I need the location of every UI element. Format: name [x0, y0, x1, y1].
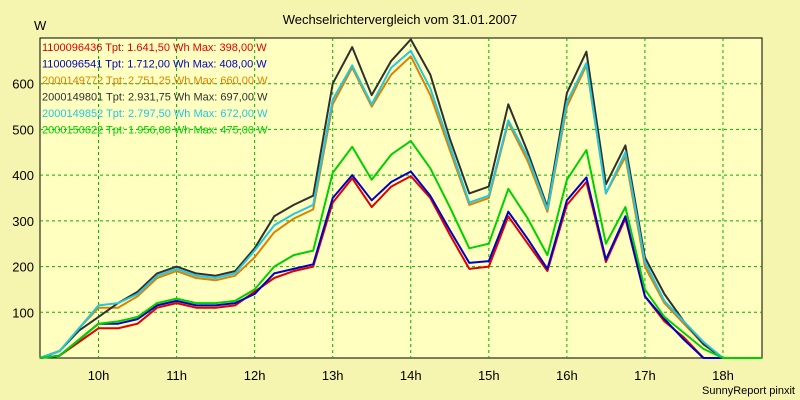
x-tick-label: 11h	[166, 368, 187, 383]
y-tick-label: 100	[12, 305, 34, 320]
x-tick-label: 16h	[556, 368, 578, 383]
x-tick-label: 18h	[712, 368, 734, 383]
series-line-5	[39, 49, 762, 359]
grid	[40, 38, 762, 358]
x-tick-label: 13h	[322, 368, 344, 383]
footer-label: SunnyReport pinxit	[702, 385, 795, 397]
x-tick-label: 12h	[244, 368, 266, 383]
series-line-2	[39, 170, 762, 359]
y-tick-label: 600	[12, 77, 34, 92]
x-tick-label: 15h	[478, 368, 500, 383]
legend-entry-5: 2000149852 Tpt: 2.797,50 Wh Max: 672,00 …	[42, 108, 268, 120]
legend-entry-6: 2000150622 Tpt: 1.956,00 Wh Max: 475,00 …	[42, 125, 268, 137]
chart-title: Wechselrichtervergleich vom 31.01.2007	[283, 12, 518, 27]
y-tick-label: 400	[12, 168, 34, 183]
y-tick-label: 200	[12, 260, 34, 275]
y-axis-label: W	[34, 18, 47, 33]
x-tick-label: 14h	[400, 368, 422, 383]
y-tick-label: 500	[12, 122, 34, 137]
legend-entry-4: 2000149801 Tpt: 2.931,75 Wh Max: 697,00 …	[42, 92, 268, 104]
legend-entry-2: 1100096541 Tpt: 1.712,00 Wh Max: 408,00 …	[42, 59, 267, 71]
axis-ticks: 100 200 300 400 500 600 10h 11h 12h 13h 14h 15h 16h 1…	[12, 77, 734, 383]
legend-entry-3: 2000149772 Tpt: 2.751,25 Wh Max: 660,00 …	[42, 75, 268, 87]
series-line-6	[39, 139, 762, 359]
x-tick-label: 17h	[634, 368, 656, 383]
x-tick-label: 10h	[88, 368, 110, 383]
legend-entry-1: 1100096436 Tpt: 1.641,50 Wh Max: 398,00 …	[42, 42, 267, 54]
y-tick-label: 300	[12, 214, 34, 229]
series-lines	[39, 38, 762, 359]
legend: 1100096436 Tpt: 1.641,50 Wh Max: 398,00 …	[42, 42, 268, 137]
